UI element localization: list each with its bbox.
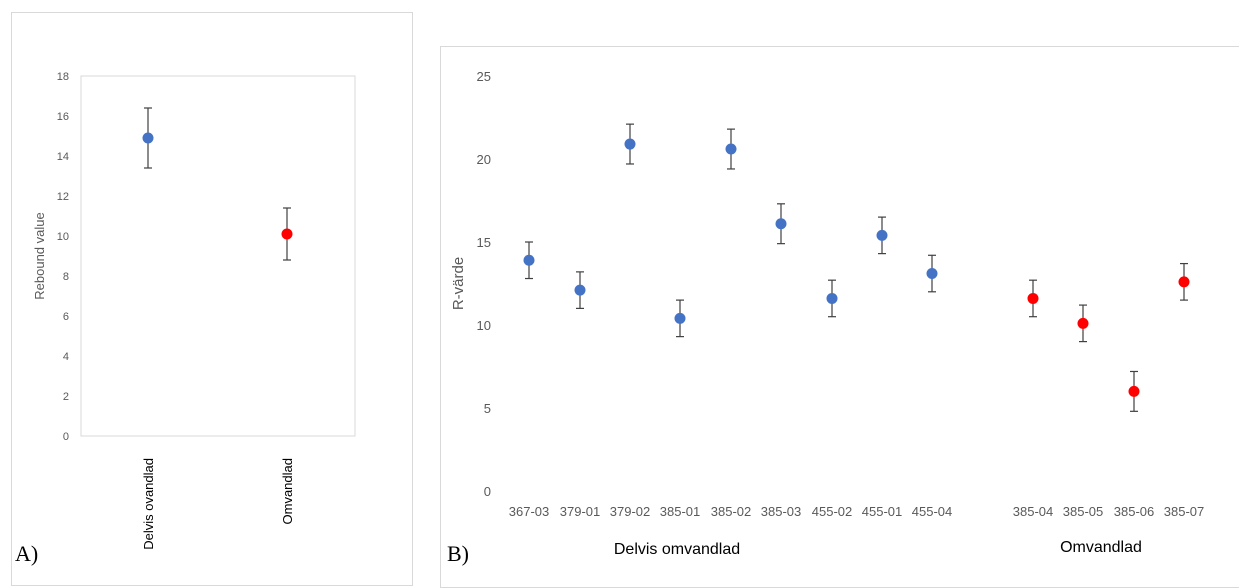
chart-canvas: 0 2 4 6 8 10 12 14 16 18 Rebound value Delvis ovand… <box>32 69 1204 558</box>
panel-a-letter: A) <box>15 541 39 566</box>
y-tick-label-a: 10 <box>57 231 69 243</box>
y-tick-label-b: 5 <box>484 401 491 416</box>
y-tick-label-a: 8 <box>63 271 69 283</box>
group-label-omvandlad: Omvandlad <box>1060 539 1142 556</box>
data-point-b <box>1178 276 1190 288</box>
x-category-label-b: 367-03 <box>509 504 549 519</box>
x-category-label-b: 455-01 <box>862 504 902 519</box>
x-category-label-b: 379-01 <box>560 504 600 519</box>
y-tick-label-a: 18 <box>57 71 69 83</box>
y-tick-label-a: 4 <box>63 351 69 363</box>
data-point-a <box>281 228 293 240</box>
y-tick-label-b: 15 <box>477 235 491 250</box>
chart-b: 0 5 10 15 20 25 R-värde 367-03 379-01 379-02 385-0… <box>450 69 1204 558</box>
x-category-label-a: Omvandlad <box>280 458 295 524</box>
y-tick-label-b: 20 <box>477 152 491 167</box>
x-category-label-b: 385-04 <box>1013 504 1053 519</box>
chart-a: 0 2 4 6 8 10 12 14 16 18 Rebound value Delvis ovand… <box>32 71 295 550</box>
data-point-b <box>1077 317 1089 329</box>
data-point-b <box>674 312 686 324</box>
x-category-label-a: Delvis ovandlad <box>141 458 156 550</box>
y-tick-label-a: 0 <box>63 431 69 443</box>
data-point-b <box>523 254 535 266</box>
x-category-label-b: 385-03 <box>761 504 801 519</box>
x-category-label-b: 455-02 <box>812 504 852 519</box>
y-axis-label-a: Rebound value <box>32 212 47 299</box>
data-point-b <box>1027 292 1039 304</box>
x-category-label-b: 385-07 <box>1164 504 1204 519</box>
data-point-b <box>876 229 888 241</box>
x-category-label-b: 379-02 <box>610 504 650 519</box>
x-category-label-b: 385-06 <box>1114 504 1154 519</box>
x-category-label-b: 455-04 <box>912 504 952 519</box>
y-tick-label-a: 12 <box>57 191 69 203</box>
panel-b-frame <box>440 46 1239 588</box>
data-point-b <box>775 218 787 230</box>
data-point-b <box>624 138 636 150</box>
x-category-label-b: 385-01 <box>660 504 700 519</box>
y-tick-label-a: 2 <box>63 391 69 403</box>
y-tick-label-a: 6 <box>63 311 69 323</box>
group-label-delvis-omvandlad: Delvis omvandlad <box>614 541 740 558</box>
y-tick-label-a: 14 <box>57 151 69 163</box>
x-category-label-b: 385-05 <box>1063 504 1103 519</box>
data-point-b <box>1128 385 1140 397</box>
y-tick-label-b: 0 <box>484 484 491 499</box>
data-point-b <box>926 268 938 280</box>
data-point-b <box>574 284 586 296</box>
y-tick-label-b: 10 <box>477 318 491 333</box>
y-tick-label-b: 25 <box>477 69 491 84</box>
data-point-a <box>142 132 154 144</box>
y-axis-label-b: R-värde <box>450 257 467 310</box>
plot-area-a <box>80 75 356 437</box>
x-category-label-b: 385-02 <box>711 504 751 519</box>
data-point-b <box>826 292 838 304</box>
y-tick-label-a: 16 <box>57 111 69 123</box>
data-point-b <box>725 143 737 155</box>
panel-a-frame <box>11 12 413 586</box>
panel-b-letter: B) <box>447 541 469 566</box>
